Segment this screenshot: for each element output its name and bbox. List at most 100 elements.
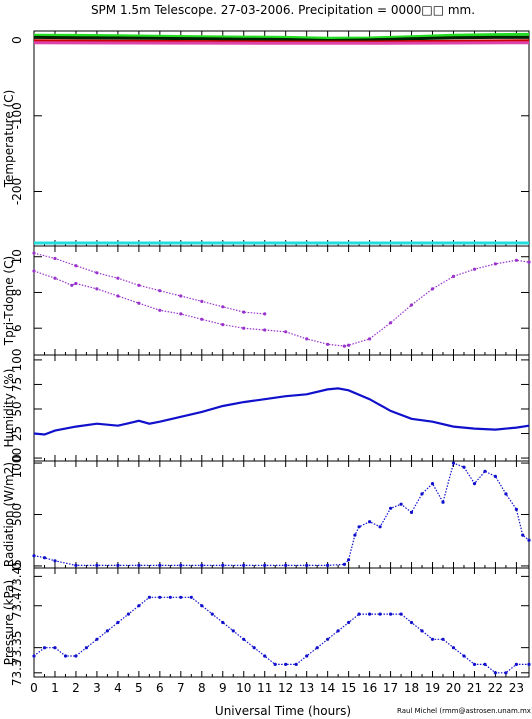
data-point: [378, 612, 382, 616]
data-point: [168, 595, 172, 599]
x-tick-label: 1: [51, 681, 59, 695]
data-point: [284, 330, 288, 334]
series-line-1: [33, 32, 530, 40]
data-point: [521, 533, 525, 537]
y-tick-label: 73.3: [10, 659, 24, 686]
chart-title: SPM 1.5m Telescope. 27-03-2006. Precipit…: [91, 3, 475, 17]
data-point: [409, 510, 414, 514]
data-point: [231, 629, 235, 633]
data-point: [74, 281, 78, 286]
x-tick-label: 17: [383, 681, 398, 695]
data-point: [221, 563, 225, 568]
data-point: [105, 629, 109, 633]
data-point: [472, 662, 477, 667]
x-tick-label: 11: [257, 681, 272, 695]
y-tick-label: -100: [10, 102, 24, 129]
x-tick-label: 9: [219, 681, 227, 695]
x-tick-label: 13: [299, 681, 314, 695]
x-tick-label: 4: [114, 681, 122, 695]
data-point: [430, 482, 435, 486]
series-trace-1: [33, 596, 529, 674]
panel-frame: [33, 567, 530, 678]
data-point: [263, 654, 267, 658]
data-point: [504, 671, 508, 675]
data-point: [527, 538, 531, 542]
data-point: [284, 563, 288, 568]
data-point: [221, 305, 225, 309]
series-line-4: [33, 41, 530, 45]
data-point: [409, 303, 414, 307]
author-credit: Raul Michel (rmm@astrosen.unam.mx): [397, 707, 532, 715]
y-tick-label: 0: [10, 562, 24, 570]
data-point: [74, 654, 78, 658]
x-tick-label: 16: [362, 681, 377, 695]
x-tick-label: 2: [72, 681, 80, 695]
data-point: [53, 276, 57, 280]
data-point: [409, 620, 414, 625]
data-point: [242, 326, 246, 330]
x-tick-label: 0: [30, 681, 38, 695]
data-point: [74, 264, 78, 268]
x-tick-label: 14: [320, 681, 335, 695]
data-point: [137, 563, 141, 568]
y-tick-label: 100: [10, 348, 24, 371]
panel-frame: [33, 354, 530, 462]
data-point: [263, 563, 267, 568]
data-point: [378, 525, 382, 529]
y-tick-label: 500: [10, 503, 24, 526]
data-point: [242, 563, 246, 568]
series-line-1: [33, 387, 530, 436]
y-tick-label: 73.35: [10, 630, 24, 664]
data-point: [53, 256, 57, 261]
data-point: [179, 312, 183, 316]
data-point: [315, 646, 319, 650]
data-point: [116, 276, 120, 280]
data-point: [399, 612, 403, 616]
data-point: [347, 343, 351, 347]
data-point: [389, 321, 393, 325]
data-point: [158, 563, 162, 568]
data-point: [210, 612, 214, 616]
y-tick-label: 73.4: [10, 592, 24, 619]
data-point: [116, 294, 120, 298]
data-point: [399, 502, 403, 506]
data-point: [179, 563, 183, 568]
y-tick-label: 0: [10, 454, 24, 462]
data-point: [137, 604, 141, 608]
data-point: [420, 629, 424, 633]
data-point: [158, 595, 162, 599]
x-tick-label: 23: [509, 681, 524, 695]
x-axis-title: Universal Time (hours): [215, 704, 351, 718]
data-point: [189, 595, 193, 599]
data-point: [242, 310, 246, 314]
panel-frame: [33, 460, 530, 569]
y-axis-title: Humidity (%): [2, 369, 16, 448]
panel-frame: [33, 245, 530, 356]
y-tick-label: 6: [10, 324, 24, 332]
data-point: [273, 662, 277, 667]
data-point: [95, 271, 99, 275]
x-tick-label: 20: [446, 681, 461, 695]
data-point: [430, 637, 435, 641]
data-point: [472, 482, 477, 486]
data-point: [294, 662, 298, 667]
data-point: [493, 671, 497, 675]
data-point: [32, 654, 36, 658]
data-point: [200, 604, 204, 608]
data-point: [353, 533, 357, 537]
data-point: [305, 654, 309, 658]
series-line-2: [33, 35, 529, 43]
data-point: [493, 262, 497, 266]
data-point: [221, 323, 225, 327]
data-point: [514, 258, 519, 262]
data-point: [158, 289, 162, 293]
x-tick-label: 10: [236, 681, 251, 695]
data-point: [430, 287, 435, 291]
y-tick-label: 73.45: [10, 559, 24, 593]
data-point: [147, 595, 151, 599]
data-point: [420, 492, 424, 496]
data-point: [326, 342, 330, 346]
data-point: [63, 654, 68, 658]
